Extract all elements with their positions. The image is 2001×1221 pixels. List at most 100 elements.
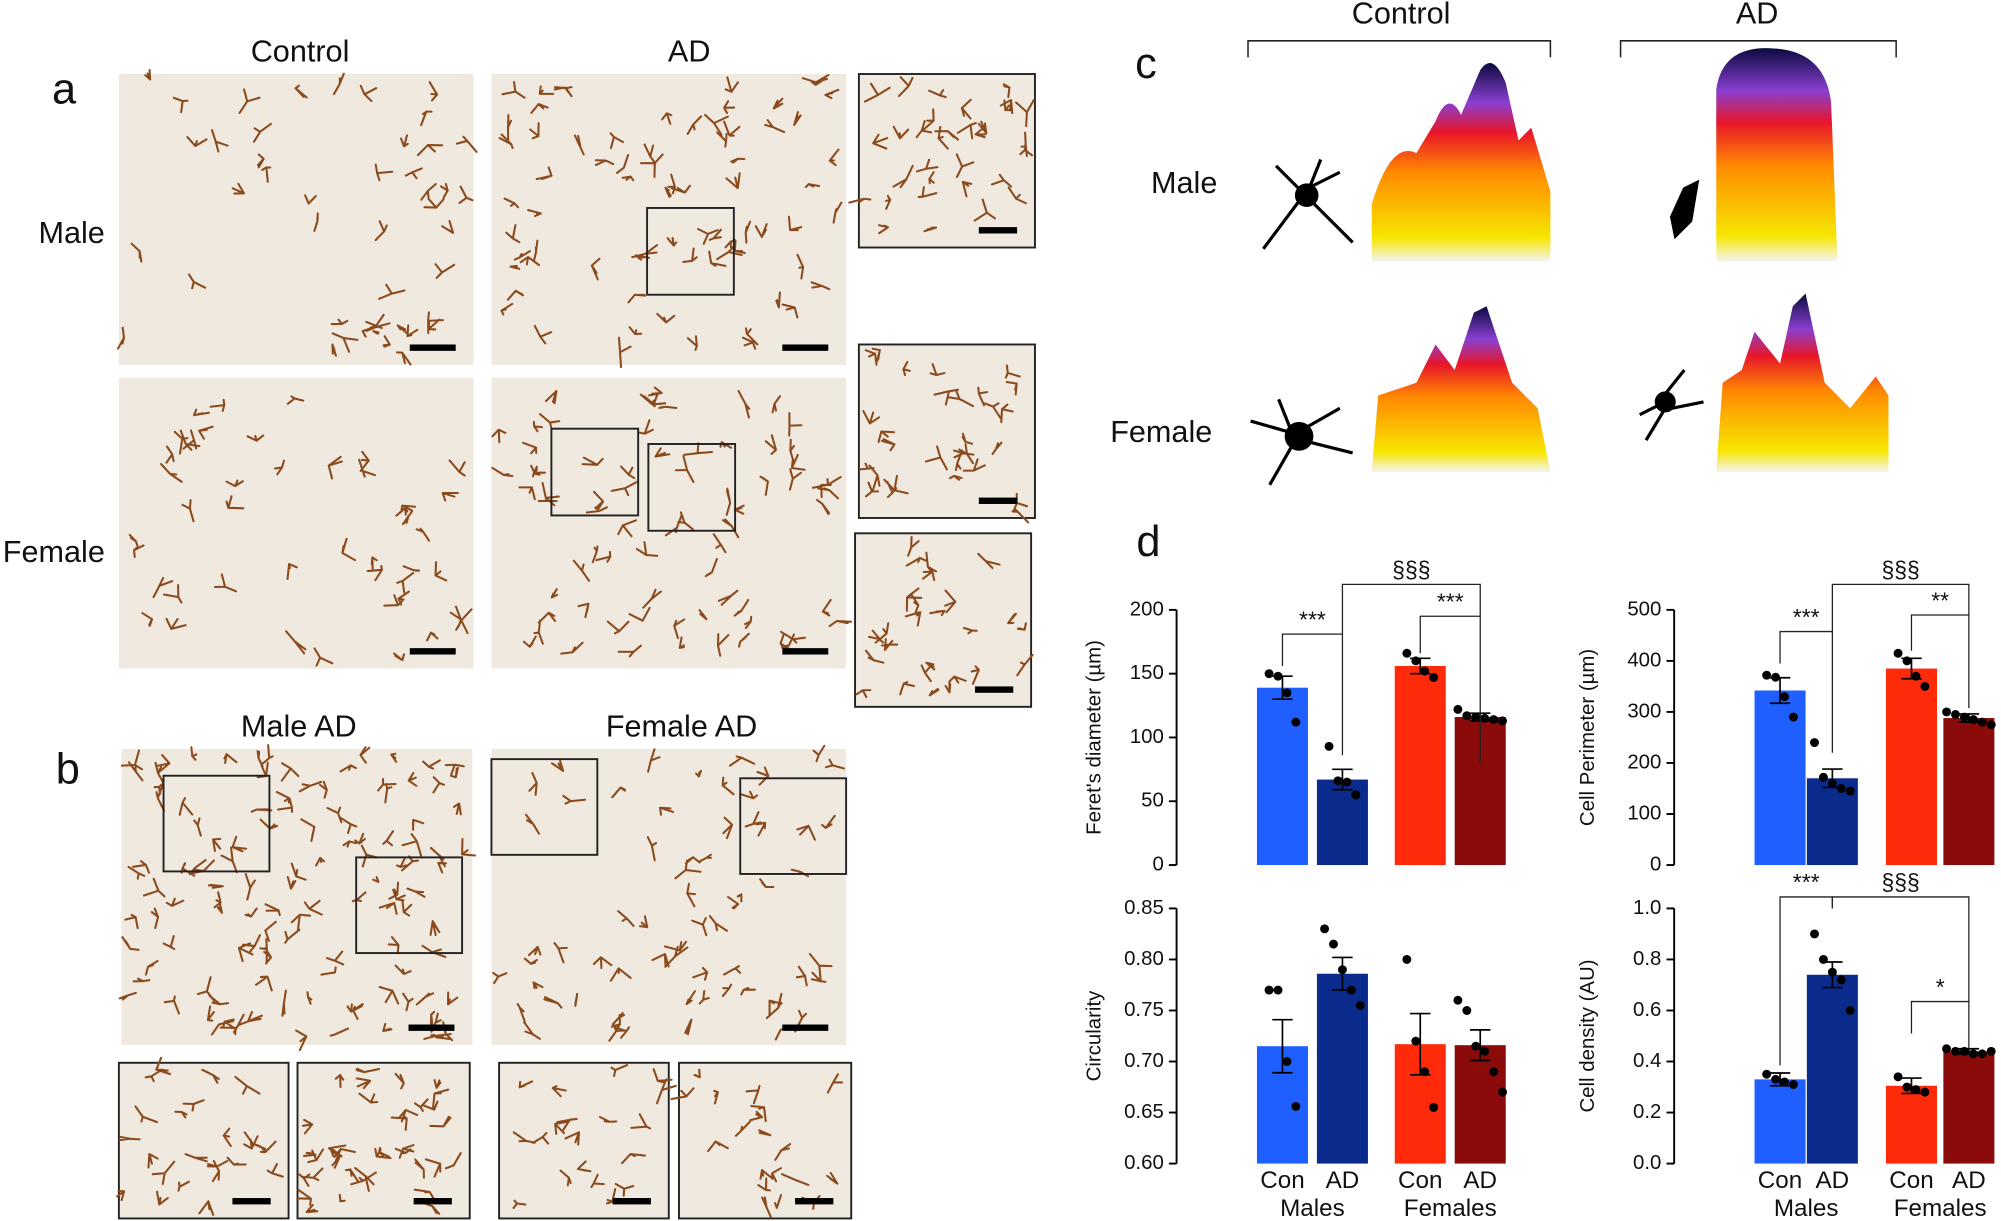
cells [491,386,853,658]
data-point [1810,738,1819,748]
data-point [1489,715,1499,725]
scale-bar [974,686,1014,693]
data-point [1282,1057,1292,1066]
data-point [1462,711,1472,721]
scale-bar [782,344,829,351]
y-tick-label: 0.60 [1124,1152,1164,1174]
y-tick-label: 0.80 [1124,948,1164,970]
cells [859,347,1030,524]
cells [512,1064,677,1210]
significance-bracket [1419,615,1481,763]
data-point [1429,673,1439,682]
data-point [1429,1102,1439,1112]
data-point [1471,712,1481,722]
data-point [1402,648,1412,658]
data-point [1920,1087,1930,1097]
bar [1394,666,1446,866]
scale-bar [409,344,456,351]
cells [855,535,1034,699]
data-point [1346,985,1356,995]
data-point [1968,715,1978,725]
y-axis-label: Cell density (AU) [1577,959,1599,1112]
scale-bar [782,1024,829,1031]
significance-bracket [1831,896,1970,1002]
y-tick-label: 0.8 [1633,948,1661,970]
data-point [1942,707,1952,717]
micrograph [491,748,847,1045]
data-point [1836,784,1846,793]
cells [128,395,473,667]
y-tick-label: 50 [1141,790,1164,812]
x-tick-label: Con [1260,1167,1304,1194]
data-point [1771,672,1781,682]
panel-label: b [56,745,80,793]
data-point [1762,670,1772,680]
data-point [1810,929,1819,939]
significance-label: §§§ [1881,557,1919,583]
micrograph [117,1061,290,1220]
column-label: AD [1736,0,1779,30]
data-point [1827,778,1837,788]
data-point [1920,681,1930,691]
x-tick-label: Con [1758,1167,1802,1194]
cells [116,69,478,366]
scale-bar [795,1198,834,1205]
significance-label: §§§ [1881,869,1919,895]
data-point [1911,1085,1921,1095]
data-point [1498,716,1508,726]
cell-silhouettes [1250,158,1704,486]
data-point [1845,786,1855,796]
data-point [1291,717,1301,727]
data-point [1893,648,1903,658]
y-tick-label: 150 [1130,662,1164,684]
data-point [1264,669,1274,679]
y-axis-label: Cell Perimeter (µm) [1577,649,1599,826]
error-bar [1901,1077,1922,1095]
bar [1885,668,1937,866]
data-point [1453,704,1463,714]
cells [498,74,843,369]
data-point [1273,985,1283,995]
scale-bar [782,648,829,655]
micrograph [491,74,847,365]
group-label: Females [1404,1195,1497,1221]
brackets [1247,40,1897,58]
significance-bracket [1281,633,1344,756]
scale-bar [409,648,456,655]
data-point [1480,713,1490,723]
panel-label: d [1136,518,1160,566]
x-tick-label: AD [1463,1167,1497,1194]
data-point [1836,975,1846,985]
x-tick-label: AD [1816,1167,1850,1194]
data-point [1342,777,1352,787]
data-point [1818,772,1828,782]
x-tick-label: AD [1326,1167,1360,1194]
x-tick-label: Con [1398,1167,1442,1194]
inset-box [490,758,599,856]
micrographs [116,69,1036,1220]
significance-bracket [1910,1000,1970,1049]
bar [1754,1079,1806,1164]
row-label: Female [3,535,105,569]
inset-box [646,207,735,296]
error-bar [1332,768,1353,791]
inset-box [647,443,737,532]
significance-bracket [1831,583,1970,632]
data-point [1273,671,1283,681]
data-point [1902,1082,1912,1092]
inset-box [550,427,640,517]
micrograph [118,74,474,365]
data-point [1333,776,1343,786]
significance-label: *** [1437,589,1464,615]
data-point [1968,1049,1978,1059]
group-label: Males [1774,1195,1839,1221]
micrograph [118,377,474,669]
y-tick-label: 100 [1627,802,1661,824]
data-point [1489,1067,1499,1077]
y-axis-label: Circularity [1083,990,1105,1081]
scale-bar [978,497,1018,504]
cells [848,76,1035,235]
data-point [1402,954,1412,964]
micrograph [854,532,1033,708]
cells [492,744,845,1042]
